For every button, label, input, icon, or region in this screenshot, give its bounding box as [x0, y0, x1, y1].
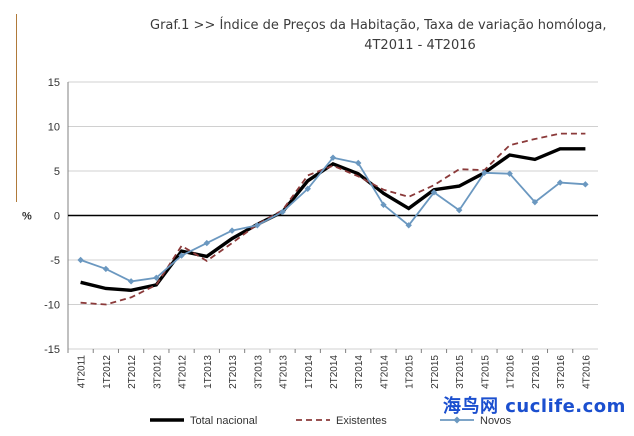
data-point: [455, 206, 463, 214]
data-point: [531, 198, 539, 206]
data-point: [127, 278, 135, 285]
legend: Total nacional Existentes Novos: [150, 415, 512, 427]
data-point: [304, 185, 311, 192]
legend-label: Total nacional: [190, 415, 257, 427]
watermark-text: 海鸟网 cuclife.com: [443, 396, 626, 417]
chart-subtitle: 4T2011 - 4T2016: [364, 38, 476, 53]
series-group: [77, 132, 589, 306]
y-tick-label: 5: [54, 166, 60, 178]
x-tick-label: 4T2014: [379, 355, 390, 389]
x-tick-label: 4T2012: [178, 355, 189, 389]
chart-title-block: Graf.1 >> Índice de Preços da Habitação,…: [150, 16, 630, 56]
data-point: [582, 181, 589, 188]
series-line-existentes: [80, 132, 586, 306]
data-point: [153, 274, 160, 281]
data-point: [506, 170, 513, 177]
x-tick-label: 1T2012: [102, 355, 113, 389]
series-line-total-nacional: [80, 147, 586, 293]
y-tick-label: 0: [54, 211, 60, 223]
y-tick-label: 10: [48, 122, 60, 134]
data-point: [329, 154, 337, 161]
data-point: [556, 179, 564, 186]
x-tick-label: 3T2016: [556, 355, 567, 389]
x-tick-label: 2T2014: [329, 355, 340, 389]
data-point: [77, 256, 84, 264]
x-tick-label: 2T2012: [127, 355, 138, 389]
x-tick-label: 2T2016: [531, 355, 542, 389]
chart-title: Graf.1 >> Índice de Preços da Habitação,…: [150, 18, 607, 33]
data-point: [178, 252, 185, 259]
x-tick-label: 3T2014: [354, 355, 365, 389]
x-tick-label: 4T2016: [581, 355, 592, 389]
y-axis-label: %: [22, 211, 32, 223]
x-tick-label: 2T2015: [430, 355, 441, 389]
y-tick-label: -10: [44, 300, 60, 312]
data-point: [355, 159, 362, 167]
x-tick-label: 2T2013: [228, 355, 239, 389]
frame-accent-line: [16, 14, 17, 202]
y-tick-label: -15: [44, 344, 60, 356]
x-tick-label: 3T2012: [152, 355, 163, 389]
x-tick-label: 4T2013: [279, 355, 290, 389]
x-tick-label: 4T2015: [480, 355, 491, 389]
data-point: [228, 227, 236, 234]
y-tick-label: 15: [48, 77, 60, 89]
x-tick-label: 3T2015: [455, 355, 466, 389]
data-point: [430, 189, 438, 196]
data-point: [481, 169, 488, 176]
x-tick-label: 1T2015: [405, 355, 416, 389]
y-tick-label: -5: [50, 255, 60, 267]
legend-label: Novos: [480, 415, 512, 427]
data-point: [203, 239, 211, 247]
legend-marker: [453, 416, 461, 424]
y-axis: -15 -10 -5 0 5 10 15%: [22, 77, 69, 356]
x-tick-label: 4T2011: [77, 355, 88, 389]
data-point: [254, 222, 261, 229]
data-point: [405, 222, 412, 229]
x-tick-label: 3T2013: [253, 355, 264, 389]
x-axis: 4T2011 1T2012 2T2012 3T2012 4T2012 1T2013 2T20…: [67, 214, 598, 389]
data-point: [380, 201, 387, 209]
x-tick-label: 1T2014: [304, 355, 315, 389]
x-tick-label: 1T2013: [203, 355, 214, 389]
data-point: [102, 265, 110, 273]
data-point: [279, 208, 286, 216]
x-tick-label: 1T2016: [506, 355, 517, 389]
legend-label: Existentes: [336, 415, 387, 427]
